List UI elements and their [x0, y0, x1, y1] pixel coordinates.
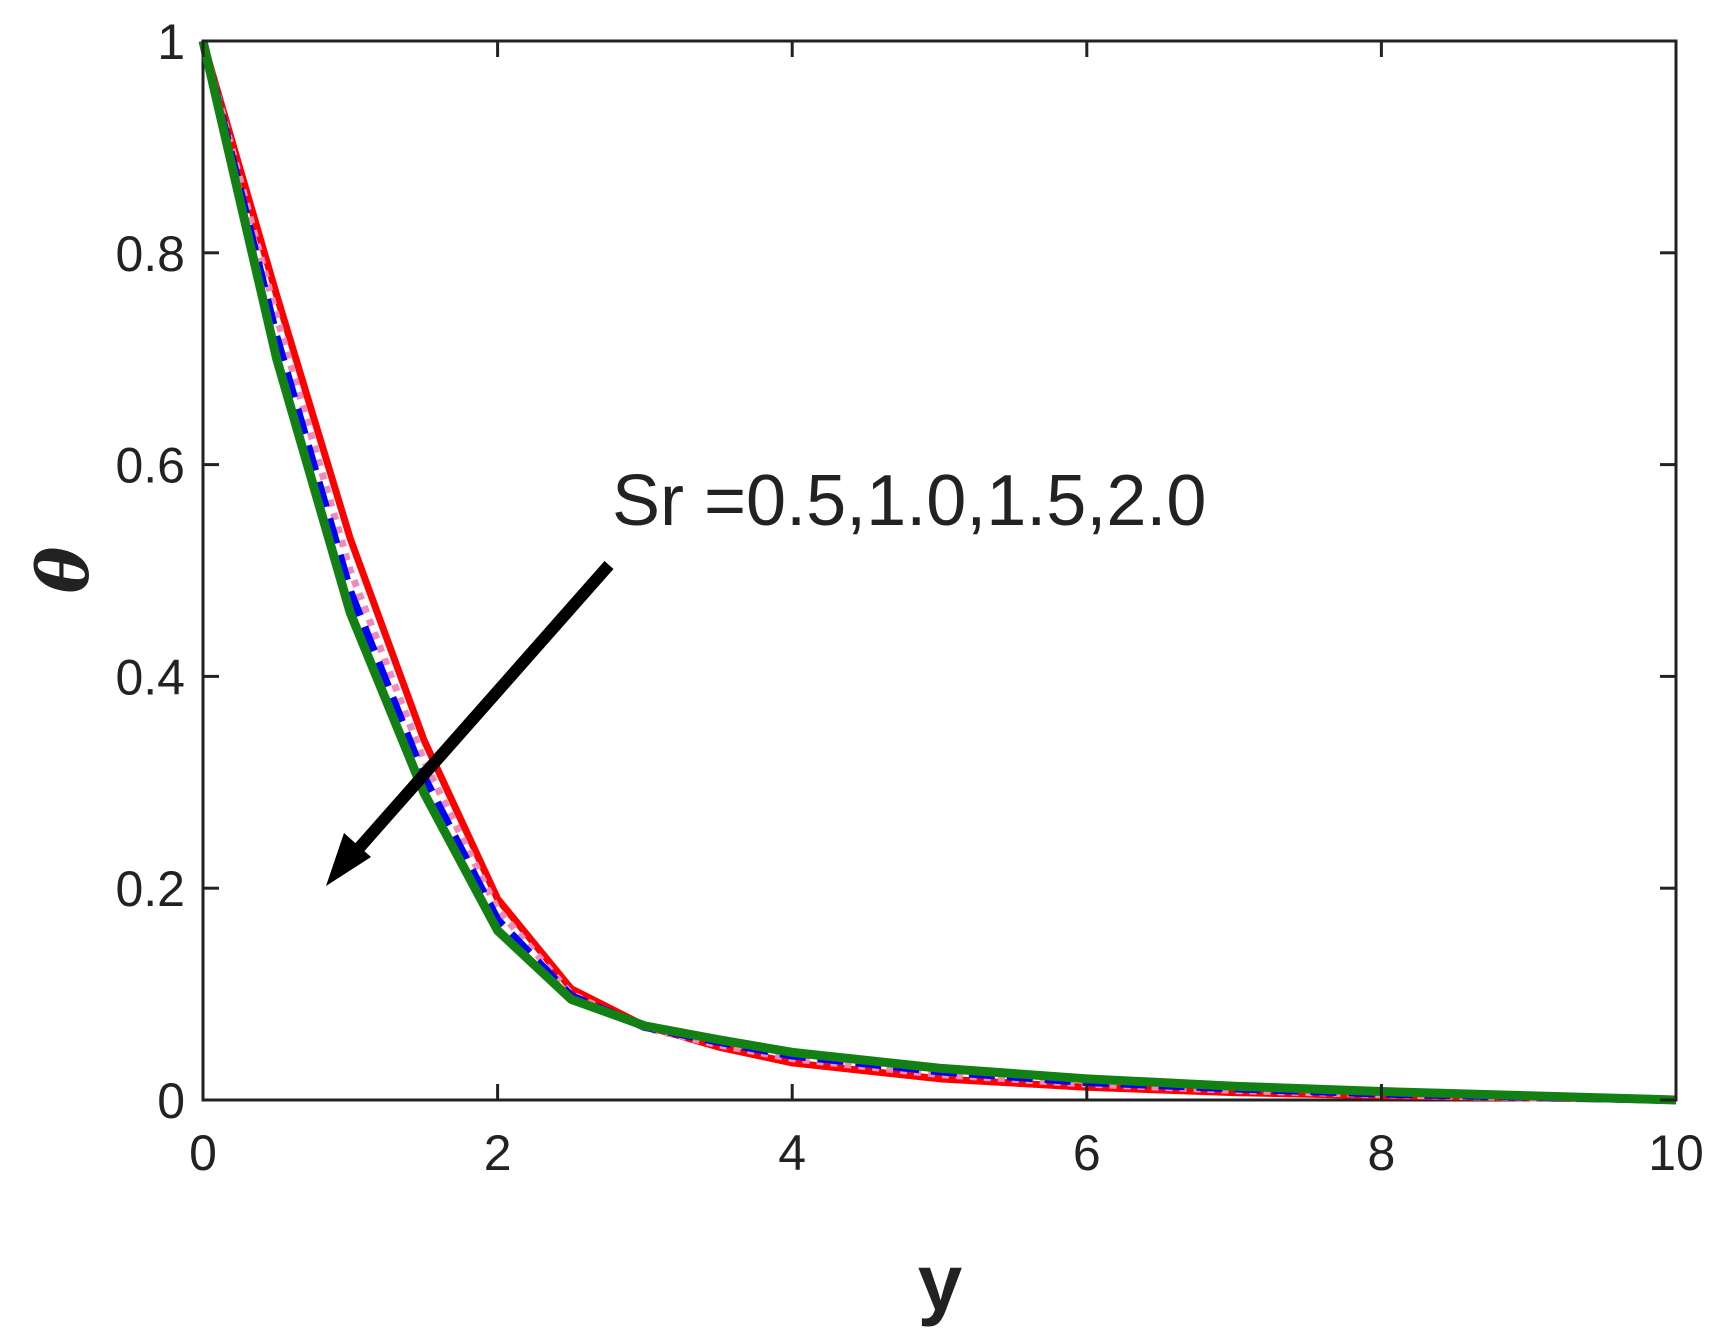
- x-tick-label: 6: [1073, 1125, 1101, 1181]
- plot-area: [198, 39, 1677, 1105]
- y-tick-label: 0.2: [115, 861, 185, 917]
- x-tick-label: 0: [189, 1125, 217, 1181]
- series-line: [199, 40, 1677, 1104]
- x-tick-label: 10: [1648, 1125, 1704, 1181]
- x-tick-label: 8: [1367, 1125, 1395, 1181]
- annotation-arrowhead: [326, 833, 371, 886]
- y-tick-label: 1: [157, 14, 185, 70]
- x-axis-label: y: [918, 1238, 963, 1327]
- y-tick-label: 0.6: [115, 438, 185, 494]
- series-line: [199, 40, 1677, 1104]
- y-tick-label: 0.8: [115, 226, 185, 282]
- plot-frame: [201, 39, 1678, 1102]
- annotation: Sr =0.5,1.0,1.5,2.0: [612, 461, 1206, 541]
- y-tick-label: 0: [157, 1073, 185, 1129]
- series-line: [198, 39, 1677, 1105]
- series-line: [199, 40, 1677, 1104]
- y-tick-label: 0.4: [115, 649, 185, 705]
- y-axis-label: θ: [22, 546, 105, 593]
- x-tick-label: 2: [484, 1125, 512, 1181]
- x-tick-label: 4: [778, 1125, 806, 1181]
- annotation-arrow: [340, 561, 614, 868]
